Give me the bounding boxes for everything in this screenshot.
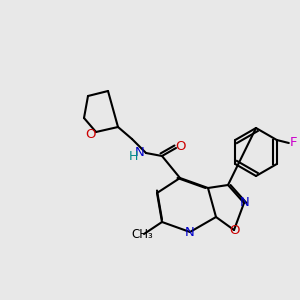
Text: H: H (128, 151, 138, 164)
Text: N: N (240, 196, 250, 209)
Text: N: N (185, 226, 195, 239)
Text: O: O (175, 140, 185, 154)
Text: O: O (230, 224, 240, 238)
Text: CH₃: CH₃ (131, 229, 153, 242)
Text: N: N (135, 146, 145, 158)
Text: O: O (86, 128, 96, 140)
Text: F: F (290, 136, 298, 149)
